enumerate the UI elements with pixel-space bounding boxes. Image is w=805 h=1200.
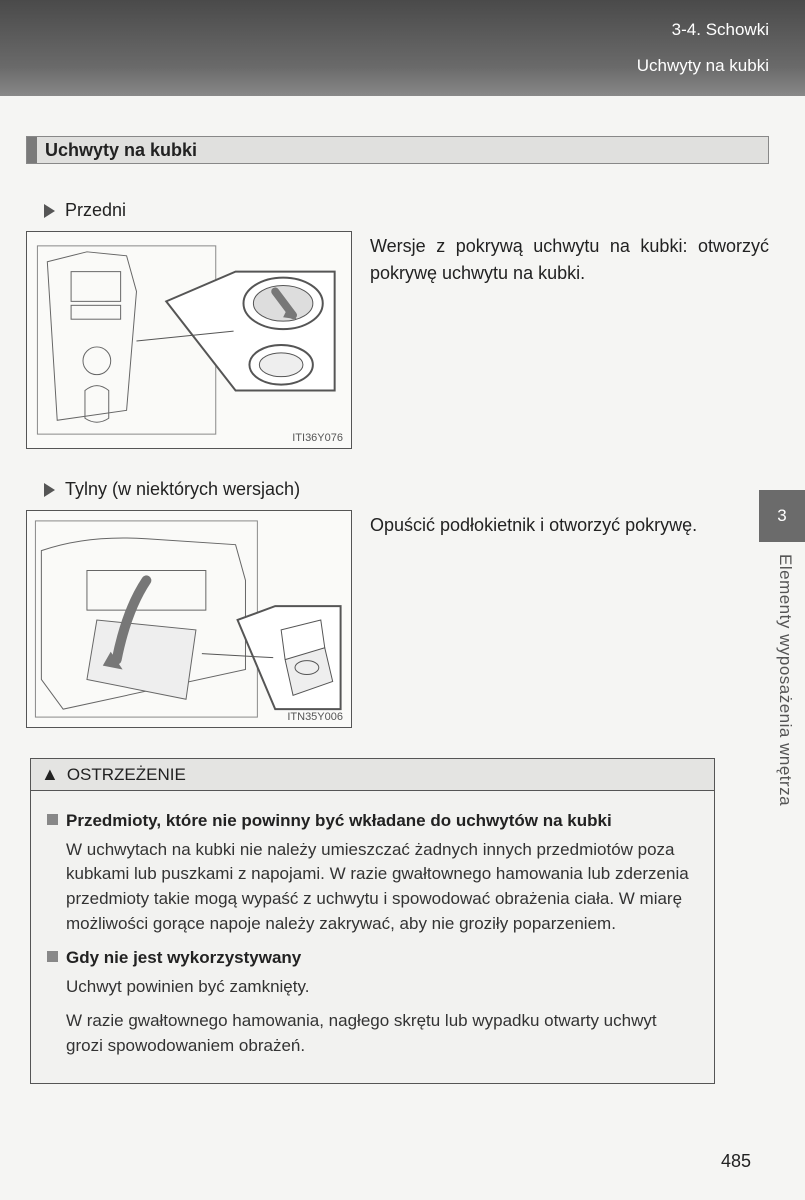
square-bullet-icon (47, 814, 58, 825)
warning-body: Przedmioty, które nie powinny być wkłada… (31, 791, 714, 1083)
front-row: ITI36Y076 Wersje z pokrywą uchwytu na ku… (26, 231, 769, 449)
title-accent (27, 137, 37, 163)
warning-item2-text2: W razie gwałtownego hamowania, nagłego s… (66, 1009, 698, 1058)
section-title: Uchwyty na kubki (45, 140, 197, 161)
front-subheading: Przedni (44, 200, 769, 221)
warning-title: OSTRZEŻENIE (67, 765, 186, 785)
warning-item2-title: Gdy nie jest wykorzystywany (47, 946, 698, 971)
warning-item1-text: W uchwytach na kubki nie należy umieszcz… (66, 838, 698, 937)
chapter-side-label: Elementy wyposażenia wnętrza (775, 554, 795, 864)
square-bullet-icon (47, 951, 58, 962)
warning-item1-title: Przedmioty, które nie powinny być wkłada… (47, 809, 698, 834)
page-number: 485 (721, 1151, 751, 1172)
rear-heading-text: Tylny (w niektórych wersjach) (65, 479, 300, 500)
warning-item2-title-text: Gdy nie jest wykorzystywany (66, 946, 301, 971)
warning-item1-title-text: Przedmioty, które nie powinny być wkłada… (66, 809, 612, 834)
page-header: 3-4. Schowki Uchwyty na kubki (0, 0, 805, 96)
rear-illustration: ITN35Y006 (26, 510, 352, 728)
warning-box: ▲ OSTRZEŻENIE Przedmioty, które nie powi… (30, 758, 715, 1084)
triangle-bullet-icon (44, 483, 55, 497)
warning-header: ▲ OSTRZEŻENIE (31, 759, 714, 791)
chapter-tab: 3 (759, 490, 805, 542)
chapter-tab-number: 3 (777, 506, 786, 526)
chapter-label: 3-4. Schowki (0, 20, 769, 40)
rear-subheading: Tylny (w niektórych wersjach) (44, 479, 769, 500)
page-content: Uchwyty na kubki Przedni (0, 96, 805, 1084)
triangle-bullet-icon (44, 204, 55, 218)
rear-row: ITN35Y006 Opuścić podłokietnik i otworzy… (26, 510, 769, 728)
warning-triangle-icon: ▲ (41, 764, 59, 785)
section-title-bar: Uchwyty na kubki (26, 136, 769, 164)
front-heading-text: Przedni (65, 200, 126, 221)
front-illustration: ITI36Y076 (26, 231, 352, 449)
rear-description: Opuścić podłokietnik i otworzyć pokrywę. (370, 510, 769, 728)
front-description: Wersje z pokrywą uchwytu na kubki: otwor… (370, 231, 769, 449)
warning-item2-text1: Uchwyt powinien być zamknięty. (66, 975, 698, 1000)
rear-image-code: ITN35Y006 (287, 711, 343, 723)
front-image-code: ITI36Y076 (292, 432, 343, 444)
section-label: Uchwyty na kubki (0, 56, 769, 76)
